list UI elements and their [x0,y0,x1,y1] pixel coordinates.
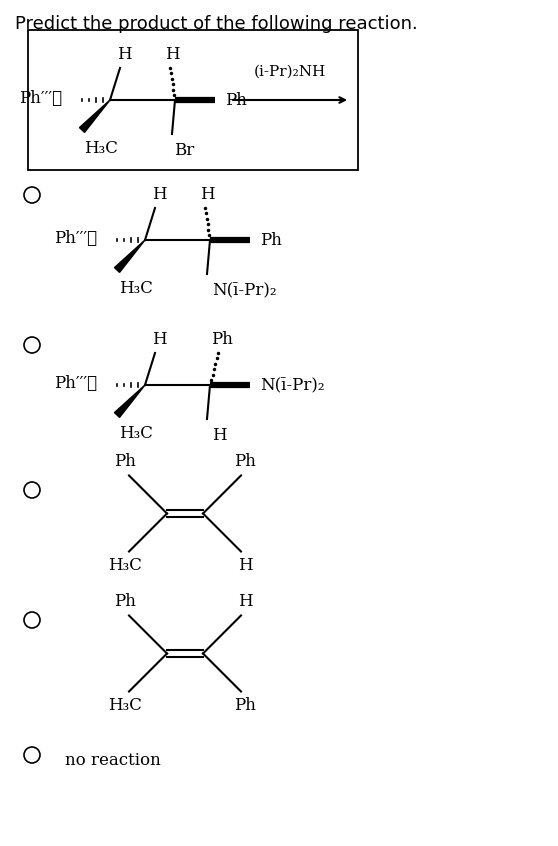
Text: Ph: Ph [114,453,136,470]
Text: H₃C: H₃C [108,697,142,714]
Text: H: H [200,185,214,202]
Text: Predict the product of the following reaction.: Predict the product of the following rea… [15,15,418,33]
Text: H: H [212,426,227,443]
Text: Ph: Ph [225,91,247,108]
Polygon shape [114,385,145,417]
Text: Ph′′′⋯: Ph′′′⋯ [19,90,62,107]
Text: H: H [238,557,252,574]
Polygon shape [79,100,110,132]
Text: H: H [117,46,131,63]
Text: no reaction: no reaction [65,751,161,768]
Text: H: H [165,46,179,63]
Text: Ph′′′⋯: Ph′′′⋯ [54,229,97,246]
Text: (i-Pr)₂NH: (i-Pr)₂NH [254,65,326,79]
Text: Ph: Ph [234,697,256,714]
Polygon shape [114,240,145,272]
Text: Ph′′′⋯: Ph′′′⋯ [54,375,97,392]
Text: H₃C: H₃C [119,425,153,442]
Text: N(ī-Pr)₂: N(ī-Pr)₂ [212,282,277,299]
Text: N(ī-Pr)₂: N(ī-Pr)₂ [260,376,325,393]
Text: Ph: Ph [260,232,282,249]
Text: H₃C: H₃C [108,557,142,574]
Text: Ph: Ph [114,593,136,610]
Text: Ph: Ph [234,453,256,470]
Text: Ph: Ph [211,331,233,348]
FancyBboxPatch shape [28,30,358,170]
Text: H: H [152,185,166,202]
Text: H₃C: H₃C [119,279,153,296]
Text: H: H [152,331,166,348]
Text: H: H [238,593,252,610]
Text: Br: Br [174,141,194,158]
Text: H₃C: H₃C [84,140,118,157]
